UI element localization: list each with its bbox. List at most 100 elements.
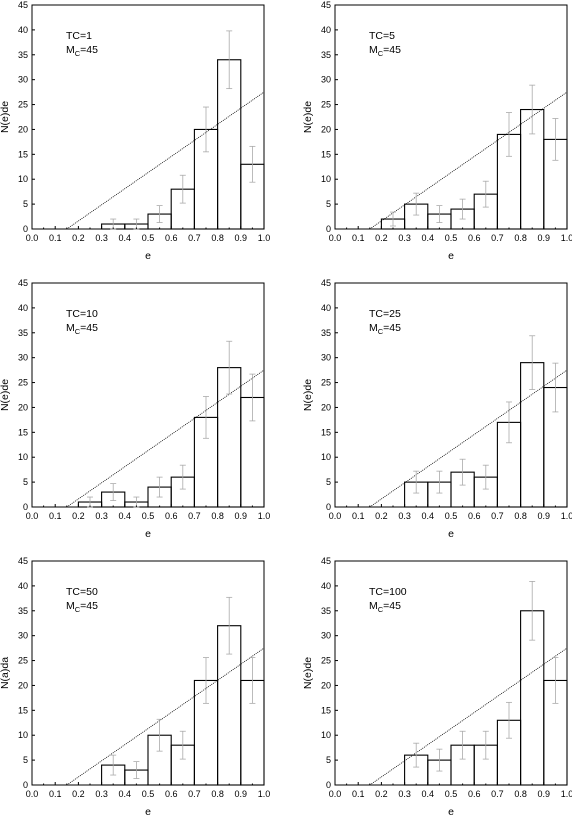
y-tick-label: 20 xyxy=(321,402,331,412)
x-tick-label: 0.4 xyxy=(422,789,435,799)
x-axis-label: e xyxy=(448,528,454,540)
y-tick-label: 35 xyxy=(18,606,28,616)
y-tick-label: 15 xyxy=(321,427,331,437)
annotation-mass-value: =45 xyxy=(383,600,401,612)
y-axis-label: N(e)de xyxy=(302,379,314,411)
annotation-mass-subscript: C xyxy=(378,49,384,58)
fit-line xyxy=(66,647,265,786)
annotation-mass: MC=45 xyxy=(66,600,98,614)
y-axis-label: N(e)de xyxy=(302,657,314,689)
y-tick-label: 25 xyxy=(321,378,331,388)
chart-panel-3: 0.0 0.1 0.2 0.3 0.4 0.5 0.6 0.7 0.8 0.9 1.0 0 5 10 15 2… xyxy=(0,278,270,540)
fit-line xyxy=(369,369,568,508)
fit-line xyxy=(369,91,568,230)
y-tick-label: 40 xyxy=(18,303,28,313)
y-axis-label: N(e)de xyxy=(0,379,11,411)
y-tick-label: 5 xyxy=(326,477,331,487)
annotation-tc: TC=10 xyxy=(66,308,98,320)
y-tick-label: 25 xyxy=(321,656,331,666)
y-tick-label: 25 xyxy=(18,656,28,666)
x-tick-label: 0.8 xyxy=(211,233,224,243)
x-tick-label: 0.4 xyxy=(119,511,132,521)
x-tick-label: 0.6 xyxy=(468,789,481,799)
chart-panel-4: 0.0 0.1 0.2 0.3 0.4 0.5 0.6 0.7 0.8 0.9 1.0 0 5 10 15 2… xyxy=(302,278,572,540)
annotation-mass-value: =45 xyxy=(383,44,401,56)
x-tick-label: 0.3 xyxy=(95,233,108,243)
annotation-mass-prefix: M xyxy=(369,600,378,612)
x-tick-label: 1.0 xyxy=(561,233,572,243)
x-tick-label: 0.1 xyxy=(352,789,365,799)
y-tick-label: 25 xyxy=(18,378,28,388)
x-tick-label: 0.9 xyxy=(235,789,248,799)
y-tick-label: 15 xyxy=(18,149,28,159)
y-tick-label: 45 xyxy=(321,278,331,288)
x-tick-label: 0.5 xyxy=(142,789,155,799)
y-axis-label: N(e)de xyxy=(302,101,314,133)
y-tick-label: 35 xyxy=(321,50,331,60)
chart-panel-1: 0.0 0.1 0.2 0.3 0.4 0.5 0.6 0.7 0.8 0.9 1.0 0 5 10 15 2… xyxy=(0,0,270,262)
x-tick-label: 0.3 xyxy=(95,789,108,799)
x-tick-label: 0.0 xyxy=(329,233,342,243)
y-axis-label: N(e)de xyxy=(0,101,11,133)
x-tick-label: 0.1 xyxy=(352,233,365,243)
y-tick-label: 20 xyxy=(18,124,28,134)
x-tick-label: 0.6 xyxy=(165,511,178,521)
x-axis-label: e xyxy=(145,528,151,540)
y-tick-label: 45 xyxy=(18,278,28,288)
x-tick-label: 0.9 xyxy=(538,511,551,521)
annotation-mass-prefix: M xyxy=(66,322,75,334)
y-tick-label: 35 xyxy=(18,328,28,338)
x-tick-label: 0.4 xyxy=(422,511,435,521)
x-tick-label: 0.5 xyxy=(445,233,458,243)
y-tick-label: 5 xyxy=(326,755,331,765)
y-tick-label: 40 xyxy=(321,25,331,35)
x-tick-label: 1.0 xyxy=(258,789,271,799)
x-tick-label: 0.9 xyxy=(538,789,551,799)
y-tick-label: 35 xyxy=(321,328,331,338)
x-tick-label: 0.6 xyxy=(468,511,481,521)
annotation-mass-value: =45 xyxy=(80,600,98,612)
x-tick-label: 0.6 xyxy=(165,233,178,243)
x-tick-label: 0.9 xyxy=(235,511,248,521)
y-tick-label: 40 xyxy=(321,303,331,313)
x-axis-label: e xyxy=(448,806,454,817)
annotation-mass-subscript: C xyxy=(378,327,384,336)
y-tick-label: 15 xyxy=(18,427,28,437)
x-tick-label: 0.0 xyxy=(26,789,39,799)
fit-line xyxy=(66,91,265,230)
fit-line xyxy=(369,647,568,786)
y-tick-label: 20 xyxy=(18,402,28,412)
x-tick-label: 0.7 xyxy=(188,511,201,521)
annotation-mass: MC=45 xyxy=(369,44,401,58)
y-tick-label: 35 xyxy=(321,606,331,616)
y-tick-label: 5 xyxy=(23,477,28,487)
y-tick-label: 30 xyxy=(321,75,331,85)
y-tick-label: 25 xyxy=(321,100,331,110)
x-tick-label: 0.5 xyxy=(445,789,458,799)
annotation-mass-prefix: M xyxy=(66,44,75,56)
y-tick-label: 40 xyxy=(18,25,28,35)
x-tick-label: 0.7 xyxy=(491,511,504,521)
x-tick-label: 0.8 xyxy=(211,511,224,521)
x-tick-label: 0.3 xyxy=(95,511,108,521)
annotation-mass-subscript: C xyxy=(75,327,81,336)
y-tick-label: 10 xyxy=(18,452,28,462)
y-tick-label: 45 xyxy=(321,556,331,566)
fit-line xyxy=(66,369,265,508)
y-tick-label: 15 xyxy=(321,149,331,159)
annotation-tc: TC=50 xyxy=(66,586,98,598)
x-tick-label: 0.5 xyxy=(142,511,155,521)
x-tick-label: 0.2 xyxy=(72,511,85,521)
y-tick-label: 0 xyxy=(326,502,331,512)
x-tick-label: 0.9 xyxy=(235,233,248,243)
x-tick-label: 0.2 xyxy=(72,789,85,799)
y-tick-label: 10 xyxy=(18,174,28,184)
x-tick-label: 0.2 xyxy=(375,233,388,243)
x-tick-label: 0.1 xyxy=(49,233,62,243)
annotation-mass-value: =45 xyxy=(80,44,98,56)
annotation-mass: MC=45 xyxy=(369,322,401,336)
y-tick-label: 45 xyxy=(18,0,28,10)
chart-panel-2: 0.0 0.1 0.2 0.3 0.4 0.5 0.6 0.7 0.8 0.9 1.0 0 5 10 15 2… xyxy=(302,0,572,262)
x-tick-label: 0.3 xyxy=(398,511,411,521)
